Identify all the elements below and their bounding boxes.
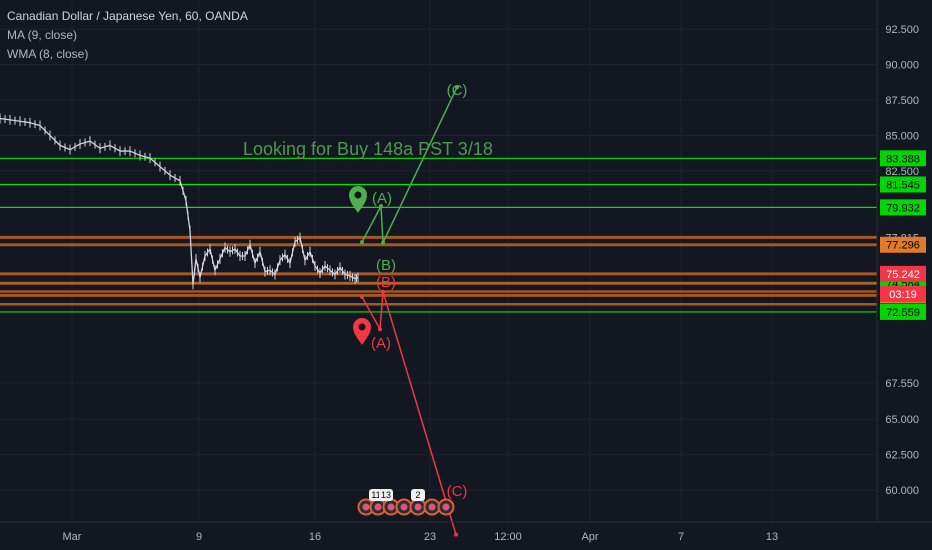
green-level-badge [880, 150, 926, 167]
event-badge-dot [362, 503, 370, 511]
bear-wave-label[interactable]: (A) [371, 335, 391, 352]
orange-level-label: 77.296 [886, 240, 920, 252]
bull-wave-path[interactable] [361, 86, 458, 244]
time-axis[interactable]: Mar 9 16 23 12:00 Apr 7 13 [63, 531, 779, 543]
bear-wave-point [360, 294, 364, 299]
price-tick-label: 60.000 [885, 485, 919, 497]
bull-wave-point [360, 240, 364, 245]
orange-level-badge [880, 236, 926, 253]
indicator-ma[interactable]: MA (9, close) [7, 28, 77, 42]
green-level-badge [880, 199, 926, 216]
chart-annotation[interactable]: Looking for Buy 148a PST 3/18 [243, 139, 493, 159]
time-tick-label[interactable]: 9 [196, 531, 202, 543]
bear-wave-label[interactable]: (B) [376, 274, 396, 291]
current-price-label: 75.242 [886, 269, 920, 281]
event-count-bg [411, 489, 425, 501]
event-badge-dot [400, 503, 408, 511]
bull-wave-point [455, 85, 459, 90]
green-level-badge [880, 176, 926, 193]
green-level-label: 81.545 [886, 179, 920, 191]
time-tick-label[interactable]: 13 [766, 531, 778, 543]
event-count-label: 11 [371, 490, 380, 500]
time-tick-label[interactable]: 16 [309, 531, 321, 543]
price-tick-label: 65.000 [885, 414, 919, 426]
price-series [0, 113, 359, 290]
price-tick-label: 87.500 [885, 95, 919, 107]
indicator-wma[interactable]: WMA (8, close) [7, 47, 88, 61]
price-tick-label: 85.000 [885, 130, 919, 142]
time-tick-label[interactable]: Apr [581, 531, 598, 543]
map-pin-green-icon-shape [349, 186, 367, 213]
map-pin-green-icon[interactable] [349, 186, 367, 213]
map-pin-red-icon-shape [353, 318, 371, 345]
price-labels: 83.38881.54579.93274.58472.55977.29673.7… [880, 150, 926, 320]
bull-wave-label[interactable]: (A) [372, 190, 392, 207]
green-level-label: 83.388 [886, 153, 920, 165]
event-badge-dot [374, 503, 382, 511]
event-badge-dot [387, 503, 395, 511]
horizontal-levels[interactable] [0, 157, 877, 313]
price-tick-label: 67.550 [885, 378, 919, 390]
bear-wave-label[interactable]: (C) [447, 483, 468, 500]
price-tick-label: 92.500 [885, 24, 919, 36]
green-level-badge [880, 303, 926, 320]
bear-wave-point [381, 289, 385, 294]
time-tick-label[interactable]: 12:00 [494, 531, 522, 543]
bull-wave-label[interactable]: (C) [447, 82, 468, 99]
symbol-title: Canadian Dollar / Japanese Yen, 60, OAND… [7, 9, 248, 23]
countdown-label: 03:19 [889, 289, 917, 301]
current-price-badge [880, 265, 926, 282]
time-tick-label[interactable]: Mar [63, 531, 82, 543]
green-level-label: 72.559 [886, 307, 920, 319]
bear-wave-path[interactable] [361, 291, 457, 535]
map-pin-red-icon-hole [358, 323, 366, 331]
wave-drawings[interactable]: (A) (B) (C) (A) (B) (C) [349, 82, 467, 537]
grid-lines [0, 0, 877, 522]
countdown-badge [880, 285, 926, 302]
price-scale[interactable]: 92.50090.00087.50085.00082.50077.81567.5… [885, 24, 919, 497]
bear-wave-point [454, 532, 458, 537]
event-badge-dot [442, 503, 450, 511]
price-tick-label: 90.000 [885, 60, 919, 72]
bull-wave-point [379, 204, 383, 209]
event-count-label: 2 [415, 490, 420, 500]
map-pin-green-icon-hole [354, 191, 362, 199]
green-level-label: 79.932 [886, 202, 920, 214]
event-badges[interactable]: 11 13 2 [357, 489, 455, 516]
bull-wave-label[interactable]: (B) [376, 257, 396, 274]
time-tick-label[interactable]: 7 [678, 531, 684, 543]
price-tick-label: 82.500 [885, 166, 919, 178]
price-tick-label: 62.500 [885, 450, 919, 462]
event-count-bg [379, 489, 393, 501]
bull-wave-point [381, 240, 385, 245]
event-badge-dot [414, 503, 422, 511]
event-badge-dot [428, 503, 436, 511]
bear-wave-point [378, 327, 382, 332]
map-pin-red-icon[interactable] [353, 318, 371, 345]
event-count-label: 13 [381, 490, 391, 500]
time-tick-label[interactable]: 23 [424, 531, 436, 543]
